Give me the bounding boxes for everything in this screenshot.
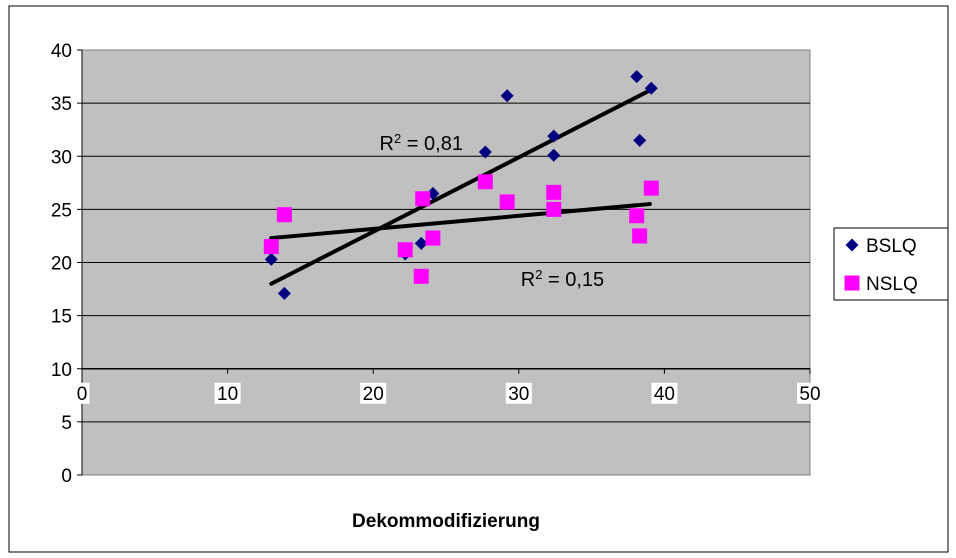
point-nslq: [397, 242, 413, 258]
x-tick-label: 30: [508, 384, 529, 405]
point-bslq: [500, 89, 514, 103]
x-tick-label: 0: [77, 384, 88, 405]
y-tick-label: 15: [51, 307, 72, 328]
point-bslq: [478, 145, 492, 159]
point-nslq: [632, 228, 648, 244]
x-tick-label-bg: [651, 382, 678, 404]
legend-label-bslq: BSLQ: [866, 236, 917, 257]
r2-label-nslq: R2 = 0,15: [521, 266, 604, 291]
x-axis: 0 10 20 30 40 50: [74, 368, 823, 405]
trendline-bslq: [269, 88, 652, 286]
trendline-nslq: [269, 202, 652, 241]
point-bslq: [547, 129, 561, 143]
x-tick-label: 10: [217, 384, 238, 405]
data-points: [263, 70, 659, 300]
point-nslq: [629, 208, 645, 224]
y-axis-ticks: 0 5 10 15 20 25 30 35 40: [51, 41, 83, 487]
y-tick-label: 10: [51, 360, 72, 381]
point-bslq: [277, 286, 291, 300]
x-tick-label-bg: [214, 382, 241, 404]
y-tick-label: 35: [51, 94, 72, 115]
point-nslq: [413, 268, 429, 284]
y-tick-label: 25: [51, 200, 72, 221]
point-bslq: [264, 252, 278, 266]
point-nslq: [643, 180, 659, 196]
y-tick-label: 0: [61, 466, 72, 487]
x-tick-label: 20: [363, 384, 384, 405]
point-bslq: [644, 81, 658, 95]
legend-marker-nslq: [844, 275, 860, 291]
point-bslq: [414, 236, 428, 250]
y-tick-label: 20: [51, 254, 72, 275]
y-tick-label: 5: [61, 413, 72, 434]
y-tick-label: 30: [51, 147, 72, 168]
x-tick-label-bg: [360, 382, 387, 404]
point-bslq: [547, 148, 561, 162]
r2-label-bslq: R2 = 0,81: [380, 130, 463, 155]
point-nslq: [546, 201, 562, 217]
x-tick-label-bg: [797, 382, 823, 404]
trendlines: [269, 88, 652, 286]
x-tick-label-bg: [74, 382, 90, 404]
point-bslq: [630, 70, 644, 84]
point-nslq: [276, 207, 292, 223]
legend-label-nslq: NSLQ: [866, 274, 918, 295]
r2-labels: R2 = 0,81 R2 = 0,15: [380, 130, 605, 291]
point-nslq: [263, 239, 279, 255]
y-tick-label: 40: [51, 41, 72, 62]
legend: BSLQ NSLQ: [833, 227, 949, 301]
point-nslq: [477, 174, 493, 190]
point-nslq: [546, 184, 562, 200]
x-tick-label-bg: [505, 382, 532, 404]
x-tick-label: 40: [654, 384, 675, 405]
point-nslq: [499, 194, 515, 210]
x-tick-label: 50: [799, 384, 820, 405]
point-bslq: [633, 133, 647, 147]
legend-marker-bslq: [845, 238, 859, 252]
point-nslq: [415, 191, 431, 207]
x-axis-title: Dekommodifizierung: [352, 511, 540, 532]
point-nslq: [425, 230, 441, 246]
